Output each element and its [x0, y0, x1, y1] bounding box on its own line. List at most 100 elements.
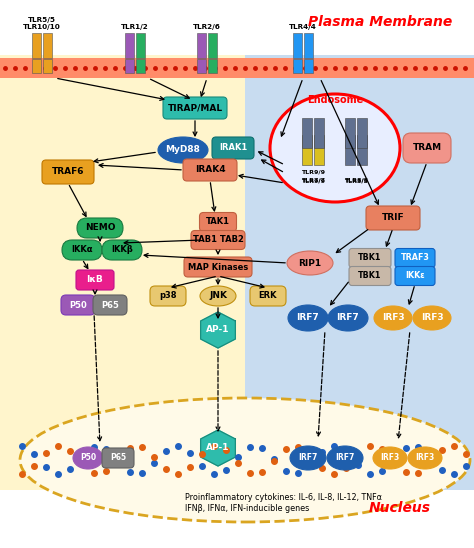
Text: TRAF3: TRAF3 — [401, 254, 429, 262]
Text: IκB: IκB — [87, 276, 103, 284]
Text: P50: P50 — [80, 454, 96, 463]
Text: Plasma Membrane: Plasma Membrane — [308, 15, 452, 29]
Text: Nucleus: Nucleus — [369, 501, 431, 515]
Ellipse shape — [327, 446, 363, 470]
FancyBboxPatch shape — [302, 118, 312, 148]
Ellipse shape — [158, 137, 208, 163]
Polygon shape — [201, 312, 235, 348]
Text: P65: P65 — [101, 300, 119, 310]
FancyBboxPatch shape — [32, 59, 41, 73]
FancyBboxPatch shape — [345, 135, 355, 165]
FancyBboxPatch shape — [302, 135, 312, 165]
FancyBboxPatch shape — [345, 118, 355, 148]
FancyBboxPatch shape — [150, 286, 186, 306]
Text: TRIF: TRIF — [382, 214, 404, 222]
FancyBboxPatch shape — [43, 59, 52, 73]
FancyBboxPatch shape — [395, 248, 435, 267]
FancyBboxPatch shape — [42, 160, 94, 184]
Ellipse shape — [288, 305, 328, 331]
Text: TLR9/9: TLR9/9 — [301, 179, 325, 184]
Text: TLR1/2: TLR1/2 — [121, 24, 149, 30]
Text: IRF3: IRF3 — [415, 454, 435, 463]
Polygon shape — [201, 430, 235, 466]
Bar — [245, 55, 474, 490]
Text: TLR4/4: TLR4/4 — [289, 24, 317, 30]
FancyBboxPatch shape — [136, 59, 145, 73]
FancyBboxPatch shape — [62, 240, 102, 260]
Text: TLR2/6: TLR2/6 — [193, 24, 221, 30]
FancyBboxPatch shape — [200, 213, 237, 231]
Text: IRF3: IRF3 — [421, 313, 443, 323]
Text: p38: p38 — [159, 292, 177, 300]
Text: IRF3: IRF3 — [382, 313, 404, 323]
Text: TLR3/3: TLR3/3 — [344, 179, 368, 184]
Text: AP-1: AP-1 — [206, 443, 230, 453]
FancyBboxPatch shape — [250, 286, 286, 306]
FancyBboxPatch shape — [102, 240, 142, 260]
FancyBboxPatch shape — [197, 59, 206, 73]
Text: IRF7: IRF7 — [298, 454, 318, 463]
Ellipse shape — [200, 286, 236, 306]
Text: TRAF6: TRAF6 — [52, 168, 84, 176]
FancyBboxPatch shape — [357, 118, 367, 148]
FancyBboxPatch shape — [357, 135, 367, 165]
FancyBboxPatch shape — [314, 118, 324, 148]
Text: TLR7/7: TLR7/7 — [301, 178, 325, 182]
Text: P65: P65 — [110, 454, 126, 463]
FancyBboxPatch shape — [136, 33, 145, 58]
Text: TLR5/5
TLR10/10: TLR5/5 TLR10/10 — [23, 17, 61, 30]
Ellipse shape — [408, 447, 442, 469]
Text: ERK: ERK — [259, 292, 277, 300]
Text: MAP Kinases: MAP Kinases — [188, 262, 248, 271]
Text: IKKβ: IKKβ — [111, 246, 133, 254]
Text: MyD88: MyD88 — [165, 146, 201, 155]
FancyBboxPatch shape — [93, 295, 127, 315]
FancyBboxPatch shape — [102, 448, 134, 468]
Text: JNK: JNK — [209, 292, 227, 300]
Text: AP-1: AP-1 — [206, 326, 230, 334]
FancyBboxPatch shape — [293, 59, 302, 73]
FancyBboxPatch shape — [304, 33, 313, 58]
Ellipse shape — [374, 306, 412, 330]
Text: Proinflammatory cytokines: IL-6, IL-8, IL-12, TNFα
IFNβ, IFNα, IFN-inducible gen: Proinflammatory cytokines: IL-6, IL-8, I… — [185, 493, 382, 513]
FancyBboxPatch shape — [125, 59, 134, 73]
Text: TBK1: TBK1 — [358, 254, 382, 262]
Text: IRF7: IRF7 — [335, 454, 355, 463]
Text: IRF7: IRF7 — [337, 313, 359, 323]
Text: TRAM: TRAM — [412, 144, 442, 152]
FancyBboxPatch shape — [403, 133, 451, 163]
Text: IRF7: IRF7 — [297, 313, 319, 323]
Text: TAK1: TAK1 — [206, 218, 230, 226]
Text: IRAK1: IRAK1 — [219, 144, 247, 152]
Text: TLR9/9: TLR9/9 — [301, 170, 325, 175]
Text: Endosome: Endosome — [307, 95, 363, 105]
FancyBboxPatch shape — [212, 137, 254, 159]
Bar — [0, 55, 245, 490]
Ellipse shape — [373, 447, 407, 469]
Text: NEMO: NEMO — [85, 224, 115, 232]
Bar — [0, 58, 474, 78]
FancyBboxPatch shape — [32, 33, 41, 58]
Text: IRF3: IRF3 — [380, 454, 400, 463]
Ellipse shape — [290, 446, 326, 470]
FancyBboxPatch shape — [183, 159, 237, 181]
Text: TIRAP/MAL: TIRAP/MAL — [167, 104, 223, 112]
Text: IKKα: IKKα — [71, 246, 93, 254]
Text: TBK1: TBK1 — [358, 271, 382, 281]
FancyBboxPatch shape — [191, 231, 245, 249]
FancyBboxPatch shape — [395, 266, 435, 286]
FancyBboxPatch shape — [304, 59, 313, 73]
Text: IKKε: IKKε — [405, 271, 425, 281]
FancyBboxPatch shape — [77, 218, 123, 238]
Text: IRAK4: IRAK4 — [195, 165, 225, 174]
FancyBboxPatch shape — [163, 97, 227, 119]
Ellipse shape — [328, 305, 368, 331]
FancyBboxPatch shape — [349, 266, 391, 286]
Text: TAB1 TAB2: TAB1 TAB2 — [192, 236, 244, 244]
Text: P50: P50 — [69, 300, 87, 310]
FancyBboxPatch shape — [293, 33, 302, 58]
FancyBboxPatch shape — [61, 295, 95, 315]
Ellipse shape — [20, 398, 470, 522]
FancyBboxPatch shape — [314, 135, 324, 165]
Text: TLR8/8: TLR8/8 — [344, 178, 368, 182]
